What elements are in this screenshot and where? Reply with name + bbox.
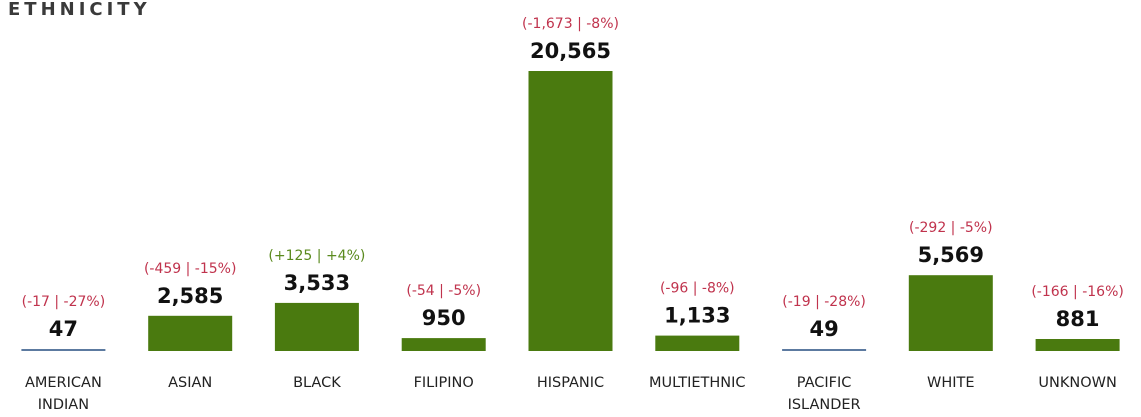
x-tick-label: ASIAN — [168, 375, 212, 391]
bar — [655, 335, 740, 351]
change-label: (-54 | -5%) — [406, 283, 481, 299]
x-tick-label: FILIPINO — [414, 375, 474, 391]
chart-title: ETHNICITY — [8, 0, 151, 20]
change-label: (-96 | -8%) — [660, 281, 735, 297]
x-tick-label: MULTIETHNIC — [649, 375, 746, 391]
x-tick-label: AMERICAN — [25, 375, 102, 391]
change-label: (-1,673 | -8%) — [522, 16, 619, 32]
change-label: (-19 | -28%) — [782, 294, 866, 310]
x-tick-label: PACIFIC — [797, 375, 852, 391]
data-label: 20,565 — [530, 39, 611, 63]
change-label: (-459 | -15%) — [144, 261, 236, 277]
x-tick-label: UNKNOWN — [1038, 375, 1116, 391]
bar — [782, 349, 867, 351]
bar — [528, 71, 613, 351]
x-tick-label: HISPANIC — [537, 375, 604, 391]
data-label: 47 — [49, 317, 78, 341]
data-label: 49 — [809, 317, 838, 341]
change-label: (-17 | -27%) — [22, 294, 106, 310]
bar — [148, 315, 233, 351]
x-tick-label: INDIAN — [38, 397, 89, 413]
bar — [21, 349, 106, 351]
x-tick-label: WHITE — [927, 375, 975, 391]
bar — [908, 275, 993, 351]
change-label: (-292 | -5%) — [909, 220, 993, 236]
data-label: 2,585 — [157, 284, 223, 308]
data-label: 1,133 — [664, 304, 730, 328]
x-tick-label: ISLANDER — [788, 397, 861, 413]
data-label: 950 — [422, 306, 466, 330]
change-label: (-166 | -16%) — [1031, 284, 1123, 300]
x-tick-label: BLACK — [293, 375, 341, 391]
bar — [274, 302, 359, 351]
data-label: 881 — [1056, 307, 1100, 331]
bar — [1035, 339, 1120, 351]
change-label: (+125 | +4%) — [268, 248, 365, 264]
data-label: 3,533 — [284, 271, 350, 295]
bar — [401, 338, 486, 351]
data-label: 5,569 — [918, 243, 984, 267]
